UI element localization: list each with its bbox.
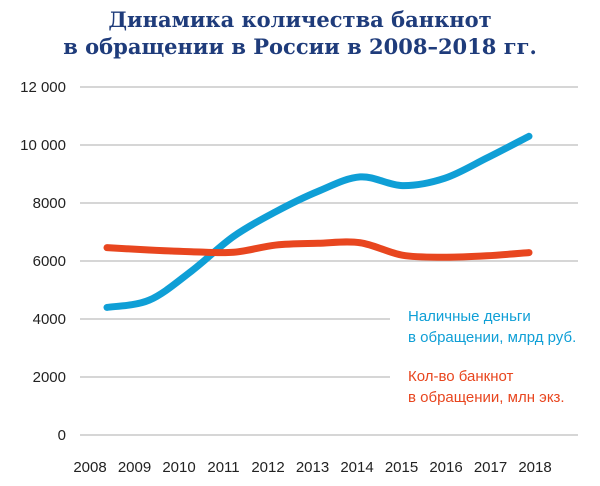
x-tick-label: 2014 [340,459,373,476]
x-tick-label: 2017 [474,459,507,476]
y-tick-label: 8000 [33,195,66,212]
y-tick-label: 6000 [33,253,66,270]
x-tick-label: 2012 [251,459,284,476]
y-tick-label: 4000 [33,311,66,328]
series-line-banknotes [103,238,533,261]
series-line-cash [103,132,533,311]
legend-blue: Наличные деньги в обращении, млрд руб. [408,306,576,348]
title-line-2: в обращении в России в 2008–2018 гг. [63,34,537,59]
x-tick-label: 2009 [118,459,151,476]
y-tick-label: 10 000 [20,137,66,154]
x-tick-label: 2015 [385,459,418,476]
x-tick-label: 2018 [518,459,551,476]
title-line-1: Динамика количества банкнот [108,7,492,32]
chart-title: Динамика количества банкнот в обращении … [0,6,600,60]
x-tick-label: 2013 [296,459,329,476]
x-tick-label: 2008 [73,459,106,476]
legend-blue-line1: Наличные деньги [408,308,531,325]
y-tick-label: 0 [58,427,66,444]
legend-red-line2: в обращении, млн экз. [408,389,565,406]
legend-red: Кол-во банкнот в обращении, млн экз. [408,366,565,408]
y-tick-label: 12 000 [20,79,66,96]
legend-red-line1: Кол-во банкнот [408,368,514,385]
legend-blue-line2: в обращении, млрд руб. [408,329,577,346]
y-tick-label: 2000 [33,369,66,386]
x-tick-label: 2011 [207,459,239,476]
x-tick-label: 2016 [429,459,462,476]
x-tick-label: 2010 [162,459,195,476]
